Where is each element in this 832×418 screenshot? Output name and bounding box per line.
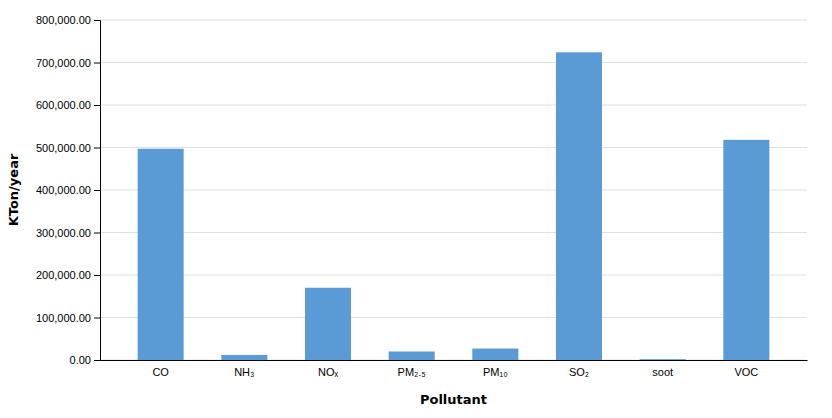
tick: NOₓ [318,366,339,378]
grid-line [100,275,807,276]
tick-label: 400,000.00 [36,184,91,196]
tick: 500,000.00 [36,142,100,154]
tick: 400,000.00 [36,184,100,196]
tick: 200,000.00 [36,269,100,281]
axis-line [101,360,808,361]
tick-mark [94,275,100,276]
chart-container: 0.00 100,000.00 200,000.00 300,000.00 400,00… [0,0,832,418]
tick: 0.00 [70,354,100,366]
tick: VOC [734,366,758,378]
grid-line [100,20,807,21]
tick-label: SO₂ [569,366,589,378]
tick-label: NOₓ [318,366,339,378]
tick: CO [152,366,169,378]
x-axis-title: Pollutant [420,392,487,407]
tick-label: PM₂.₅ [398,366,426,378]
tick-label: CO [152,366,169,378]
tick-mark [94,318,100,319]
bar [221,355,267,360]
tick-label: 500,000.00 [36,142,91,154]
bar [389,352,435,361]
tick: SO₂ [569,366,589,378]
tick-mark [94,190,100,191]
tick-mark [94,105,100,106]
x-axis: CO NH₃ NOₓ PM₂.₅ PM₁₀ SO₂ soot VOC [101,361,808,378]
tick: 800,000.00 [36,14,100,26]
tick: PM₁₀ [483,366,508,378]
plot: 0.00 100,000.00 200,000.00 300,000.00 400,00… [36,14,808,378]
grid-line [100,360,807,361]
tick-label: 700,000.00 [36,57,91,69]
tick-label: 100,000.00 [36,312,91,324]
grid-line [100,147,807,148]
grid-line [100,317,807,318]
tick-label: 200,000.00 [36,269,91,281]
tick: 700,000.00 [36,57,100,69]
tick: 300,000.00 [36,227,100,239]
tick-label: NH₃ [234,366,254,378]
bar [305,288,351,360]
tick-mark [94,63,100,64]
bar [556,52,602,360]
grid-line [100,232,807,233]
tick-label: 600,000.00 [36,99,91,111]
tick-label: PM₁₀ [483,366,508,378]
y-axis: 0.00 100,000.00 200,000.00 300,000.00 400,00… [36,14,101,366]
tick: NH₃ [234,366,254,378]
tick-label: VOC [734,366,758,378]
bar [472,349,518,360]
tick-mark [94,360,100,361]
grid [100,20,807,360]
tick: PM₂.₅ [398,366,426,378]
grid-line [100,62,807,63]
tick: 600,000.00 [36,99,100,111]
bar [138,149,184,360]
bar [723,140,769,360]
bars [138,52,770,360]
tick-mark [94,20,100,21]
axis-line [94,21,101,361]
bar [640,359,686,360]
tick-label: 300,000.00 [36,227,91,239]
tick-mark [94,233,100,234]
chart-svg: 0.00 100,000.00 200,000.00 300,000.00 400,00… [0,0,832,418]
tick: soot [652,366,673,378]
tick-mark [94,148,100,149]
tick-label: 0.00 [70,354,91,366]
tick-label: 800,000.00 [36,14,91,26]
grid-line [100,190,807,191]
tick: 100,000.00 [36,312,100,324]
grid-line [100,105,807,106]
y-axis-title: KTon/year [6,153,21,226]
tick-label: soot [652,366,673,378]
